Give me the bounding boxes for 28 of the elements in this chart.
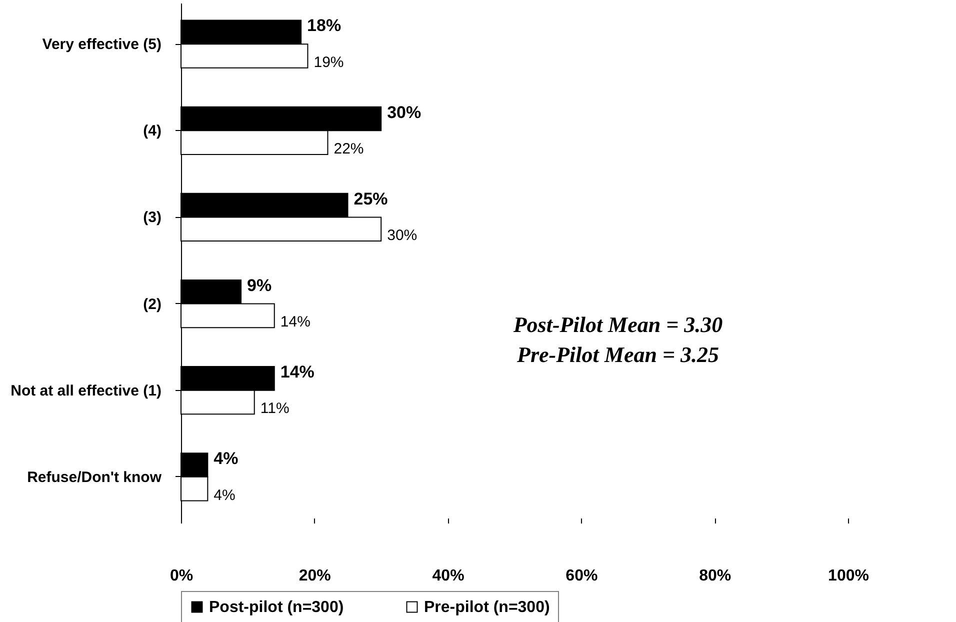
data-label: 14% (280, 314, 310, 331)
x-tick-label: 40% (432, 568, 464, 584)
data-label: 22% (334, 140, 364, 158)
y-tick-label: Not at all effective (1) (10, 382, 162, 400)
data-label: 11% (260, 400, 290, 418)
legend-label: Post-pilot (n=300) (209, 599, 344, 616)
data-label: 4% (214, 486, 236, 504)
x-tick-label: 80% (699, 568, 732, 584)
data-label: 14% (280, 362, 314, 382)
x-tick-label: 100% (828, 568, 869, 584)
data-label: 4% (214, 448, 238, 468)
y-tick-label: Very effective (5) (42, 36, 162, 54)
x-tick-label: 60% (566, 568, 598, 584)
x-tick-label: 20% (298, 568, 331, 584)
data-label: 30% (387, 102, 422, 122)
legend-label: Pre-pilot (n=300) (424, 599, 550, 616)
data-label: 9% (247, 276, 272, 295)
x-tick-label: 0% (170, 568, 194, 584)
y-tick-label: (2) (143, 296, 162, 313)
y-tick-label: (3) (143, 209, 162, 226)
y-tick-label: Refuse/Don't know (27, 468, 162, 486)
data-label: 25% (354, 189, 388, 208)
annotation: Pre-Pilot Mean = 3.25 (516, 342, 719, 367)
data-label: 30% (387, 227, 418, 244)
annotation: Post-Pilot Mean = 3.30 (512, 312, 723, 337)
y-tick-label: (4) (143, 122, 162, 140)
data-label: 18% (307, 16, 342, 36)
data-label: 19% (314, 54, 344, 72)
